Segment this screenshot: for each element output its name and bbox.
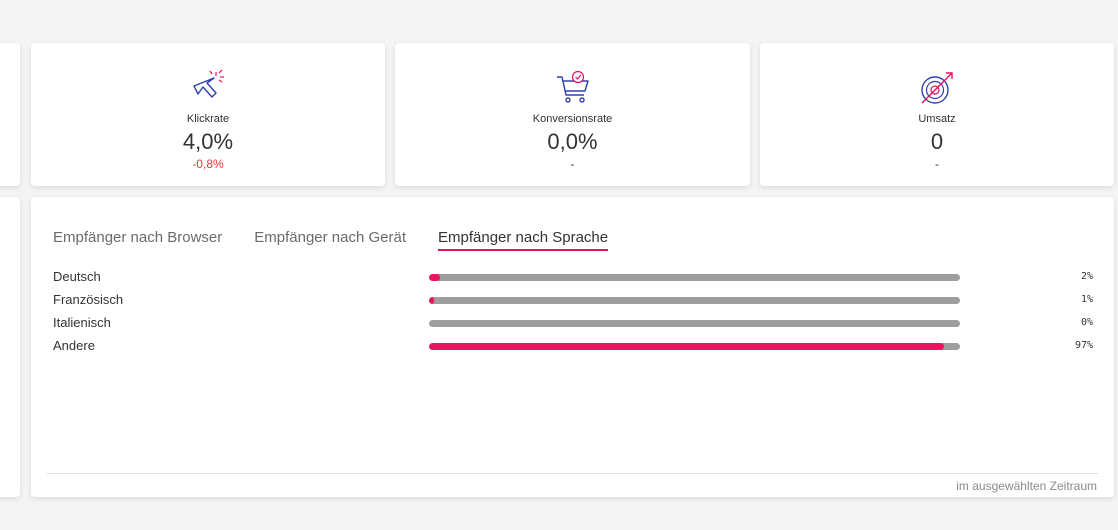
kpi-card-revenue: Umsatz 0 - — [760, 43, 1114, 186]
recipients-breakdown-card: Empfänger nach Browser Empfänger nach Ge… — [31, 197, 1114, 497]
divider — [47, 473, 1098, 474]
progress-bar — [429, 297, 960, 304]
progress-bar — [429, 274, 960, 281]
kpi-delta: - — [570, 157, 575, 171]
progress-bar — [429, 320, 960, 327]
kpi-delta: - — [935, 157, 939, 171]
tab-language[interactable]: Empfänger nach Sprache — [438, 229, 609, 251]
kpi-delta: -0,8% — [192, 157, 224, 171]
language-label: Französisch — [53, 292, 124, 307]
percent-value: 1% — [1080, 294, 1093, 305]
cursor-click-icon — [189, 69, 227, 107]
percent-value: 2% — [1080, 271, 1093, 282]
shopping-cart-check-icon — [554, 69, 592, 107]
kpi-label: Umsatz — [918, 113, 956, 125]
partial-card-top — [0, 43, 20, 186]
percent-value: 97% — [1074, 340, 1093, 351]
list-item: Andere 97% — [53, 338, 1093, 361]
partial-card-bottom — [0, 197, 20, 497]
percent-value: 0% — [1080, 317, 1093, 328]
progress-bar — [429, 343, 960, 350]
tab-device[interactable]: Empfänger nach Gerät — [254, 229, 407, 246]
kpi-card-conversion-rate: Konversionsrate 0,0% - — [395, 43, 750, 186]
progress-bar-fill — [429, 274, 440, 281]
kpi-value: 0 — [930, 129, 944, 154]
language-label: Deutsch — [53, 269, 101, 284]
list-item: Deutsch 2% — [53, 269, 1093, 292]
kpi-card-click-rate: Klickrate 4,0% -0,8% — [31, 43, 385, 186]
list-item: Französisch 1% — [53, 292, 1093, 315]
language-label: Andere — [53, 338, 95, 353]
tab-browser[interactable]: Empfänger nach Browser — [53, 229, 223, 246]
progress-bar-fill — [429, 343, 945, 350]
language-label: Italienisch — [53, 315, 111, 330]
language-list: Deutsch 2% Französisch 1% Italienisch 0%… — [53, 269, 1093, 361]
target-arrow-icon — [918, 69, 956, 107]
progress-bar-fill — [429, 297, 435, 304]
kpi-label: Klickrate — [186, 113, 230, 125]
tab-bar: Empfänger nach Browser Empfänger nach Ge… — [53, 229, 640, 251]
list-item: Italienisch 0% — [53, 315, 1093, 338]
kpi-value: 0,0% — [547, 129, 598, 154]
kpi-value: 4,0% — [182, 129, 234, 154]
kpi-label: Konversionsrate — [532, 113, 613, 125]
period-note: im ausgewählten Zeitraum — [956, 479, 1097, 493]
